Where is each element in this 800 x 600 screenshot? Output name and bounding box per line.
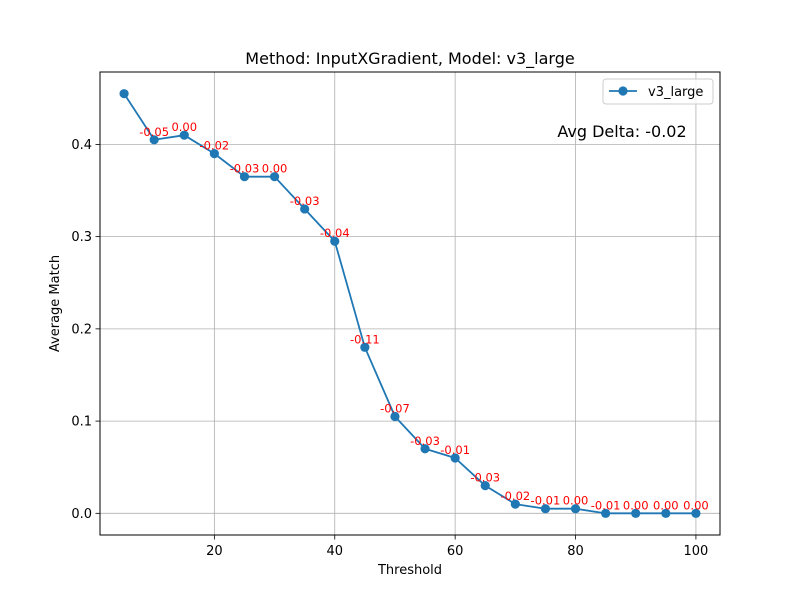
x-axis-label: Threshold bbox=[377, 563, 442, 578]
axes-frame bbox=[99, 71, 721, 536]
data-point bbox=[661, 508, 671, 518]
delta-label: -0.02 bbox=[500, 489, 530, 503]
series-line-v3-large bbox=[123, 93, 696, 515]
delta-label: -0.01 bbox=[591, 498, 621, 512]
data-point bbox=[691, 508, 701, 518]
data-point bbox=[510, 499, 520, 509]
legend-label-v3-large: v3_large bbox=[648, 85, 703, 100]
delta-label: -0.01 bbox=[531, 494, 561, 508]
delta-label: -0.01 bbox=[440, 443, 470, 457]
data-point bbox=[330, 236, 340, 246]
delta-label: -0.03 bbox=[470, 471, 500, 485]
delta-label: 0.00 bbox=[683, 498, 709, 512]
y-axis-label: Average Match bbox=[48, 255, 63, 352]
x-tick-label: 20 bbox=[206, 544, 223, 559]
data-point bbox=[570, 504, 581, 514]
delta-label: -0.03 bbox=[410, 434, 440, 448]
series-layer bbox=[119, 89, 701, 518]
data-point bbox=[480, 481, 490, 491]
data-point bbox=[209, 149, 219, 159]
y-tick-label: 0.0 bbox=[71, 507, 92, 522]
data-point bbox=[390, 411, 400, 422]
data-point bbox=[360, 342, 370, 352]
x-tick-label: 40 bbox=[326, 544, 343, 559]
data-point bbox=[179, 130, 189, 140]
y-tick-label: 0.2 bbox=[71, 322, 92, 337]
x-tick-label: 100 bbox=[684, 544, 709, 559]
delta-label: -0.11 bbox=[350, 332, 380, 346]
delta-label: -0.05 bbox=[139, 125, 169, 139]
y-tick-label: 0.1 bbox=[71, 415, 92, 430]
avg-delta-text: Avg Delta: -0.02 bbox=[557, 122, 686, 141]
delta-label: -0.03 bbox=[290, 194, 320, 208]
data-point bbox=[239, 172, 250, 182]
x-tick-label: 60 bbox=[447, 544, 464, 559]
delta-label: 0.00 bbox=[171, 120, 197, 134]
data-point bbox=[631, 508, 641, 518]
legend-point-marker bbox=[618, 86, 628, 96]
delta-label: -0.03 bbox=[230, 162, 260, 176]
legend: v3_large bbox=[602, 78, 714, 105]
delta-label: -0.02 bbox=[199, 139, 229, 153]
delta-label: 0.00 bbox=[653, 498, 679, 512]
y-tick-label: 0.4 bbox=[71, 138, 92, 153]
delta-label: -0.07 bbox=[380, 401, 410, 415]
data-point bbox=[450, 453, 460, 463]
annotations: -0.05 0.00-0.02-0.03 0.00-0.03-0.04-0.11-0… bbox=[139, 120, 708, 512]
data-point bbox=[540, 504, 551, 514]
delta-label: 0.00 bbox=[563, 494, 589, 508]
data-point bbox=[149, 135, 159, 145]
data-point bbox=[420, 444, 430, 454]
y-tick-label: 0.3 bbox=[71, 230, 92, 245]
data-point bbox=[269, 172, 280, 182]
data-point bbox=[119, 89, 129, 99]
legend-box bbox=[602, 78, 714, 105]
delta-label: -0.04 bbox=[320, 226, 350, 240]
ticks: 20 40 60 80 100 0.0 0.1 0.2 0.3 0.4 bbox=[71, 138, 708, 559]
gridlines bbox=[100, 72, 720, 535]
delta-label: 0.00 bbox=[262, 162, 288, 176]
x-tick-label: 80 bbox=[567, 544, 584, 559]
chart-title: Method: InputXGradient, Model: v3_large bbox=[245, 49, 574, 69]
data-point bbox=[601, 508, 611, 518]
data-point bbox=[300, 204, 310, 214]
delta-label: 0.00 bbox=[623, 498, 649, 512]
